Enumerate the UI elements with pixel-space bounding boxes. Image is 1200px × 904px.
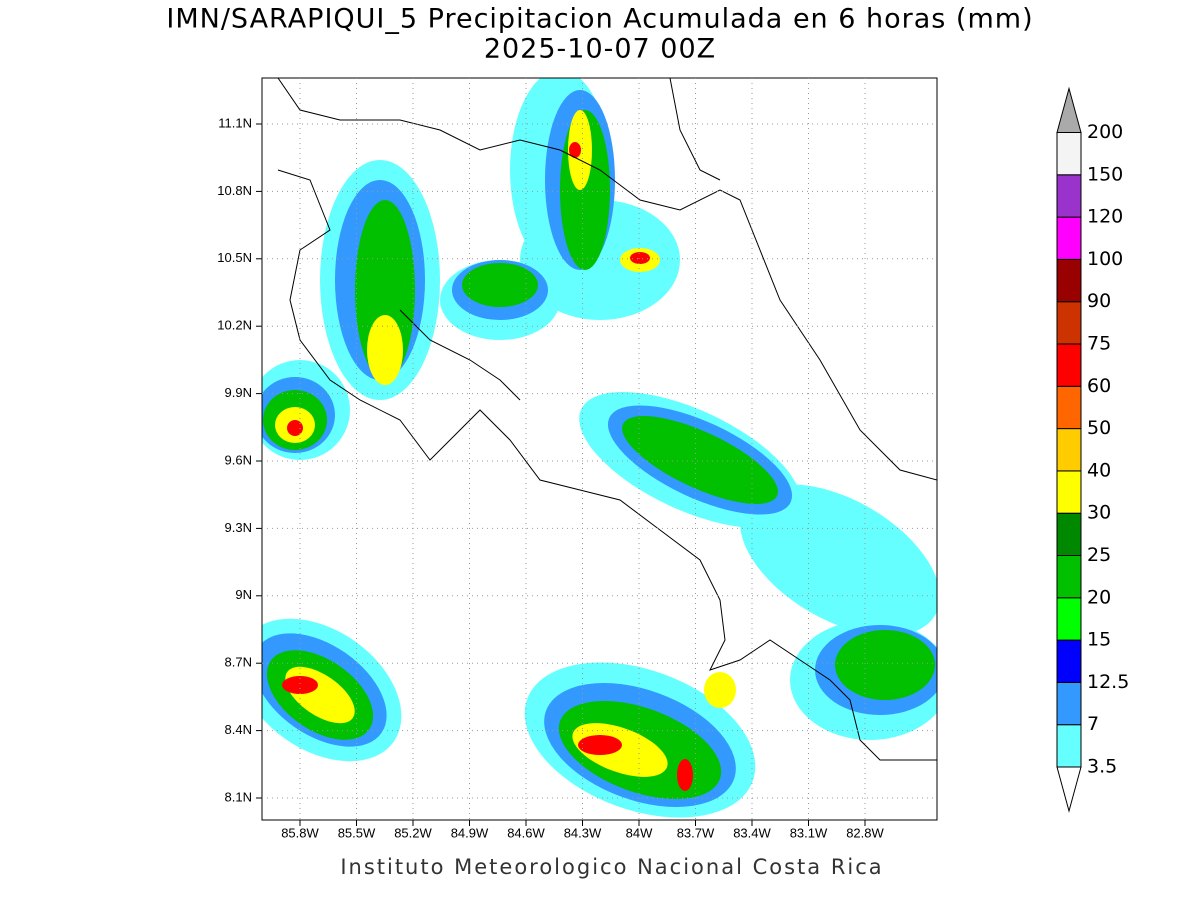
- colorbar-segment: [1056, 301, 1082, 345]
- map-frame: [261, 77, 938, 821]
- colorbar-segment: [1056, 132, 1082, 176]
- lon-label: 84W: [626, 825, 653, 840]
- colorbar-label: 100: [1087, 248, 1123, 270]
- colorbar-segment: [1056, 343, 1082, 387]
- lat-label: 9N: [235, 587, 252, 602]
- colorbar-segment: [1056, 639, 1082, 683]
- lat-label: 8.1N: [225, 789, 252, 804]
- colorbar-label: 20: [1087, 586, 1111, 608]
- lon-label: 84.3W: [564, 825, 602, 840]
- colorbar-label: 50: [1087, 417, 1111, 439]
- colorbar-label: 75: [1087, 333, 1111, 355]
- colorbar-segment: [1056, 216, 1082, 260]
- colorbar-segment: [1056, 597, 1082, 641]
- subtitle: 2025-10-07 00Z: [484, 34, 716, 65]
- colorbar-segment: [1056, 512, 1082, 557]
- lon-label: 83.1W: [790, 825, 828, 840]
- title: IMN/SARAPIQUI_5 Precipitacion Acumulada …: [166, 4, 1033, 35]
- lat-label: 10.8N: [217, 183, 252, 198]
- colorbar-segment: [1056, 555, 1082, 599]
- colorbar-label: 15: [1087, 629, 1111, 651]
- lon-label: 85.5W: [338, 825, 376, 840]
- colorbar-extend-bottom: [1056, 766, 1082, 813]
- lon-label: 82.8W: [846, 825, 884, 840]
- lon-label: 85.2W: [394, 825, 432, 840]
- lon-label: 84.6W: [507, 825, 545, 840]
- colorbar-segment: [1056, 470, 1082, 514]
- colorbar-label: 40: [1087, 459, 1111, 481]
- lon-label: 83.7W: [677, 825, 715, 840]
- coastlines: [277, 78, 937, 761]
- lon-label: 85.8W: [281, 825, 319, 840]
- colorbar-label: 12.5: [1087, 671, 1129, 693]
- colorbar-label: 60: [1087, 375, 1111, 397]
- lat-label: 10.5N: [217, 250, 252, 265]
- lon-label: 84.9W: [451, 825, 489, 840]
- precipitation-field: [262, 78, 937, 818]
- colorbar-segment: [1056, 681, 1082, 726]
- lat-label: 9.6N: [225, 452, 252, 467]
- colorbar-label: 150: [1087, 163, 1123, 185]
- colorbar-segment: [1056, 174, 1082, 218]
- colorbar-segment: [1056, 385, 1082, 430]
- colorbar-segment: [1056, 258, 1082, 303]
- colorbar-label: 25: [1087, 544, 1111, 566]
- lat-label: 11.1N: [218, 115, 252, 130]
- colorbar-label: 90: [1087, 290, 1111, 312]
- lat-label: 8.4N: [225, 722, 252, 737]
- lat-label: 8.7N: [225, 655, 252, 670]
- lon-label: 83.4W: [733, 825, 771, 840]
- colorbar-segment: [1056, 428, 1082, 472]
- colorbar-extend-top: [1056, 86, 1082, 133]
- lat-label: 9.9N: [225, 385, 252, 400]
- colorbar-label: 7: [1087, 713, 1099, 735]
- colorbar-label: 30: [1087, 502, 1111, 524]
- colorbar-label: 120: [1087, 206, 1123, 228]
- footer: Instituto Meteorologico Nacional Costa R…: [340, 855, 883, 879]
- colorbar-label: 3.5: [1087, 756, 1117, 778]
- lat-label: 10.2N: [217, 318, 252, 333]
- colorbar-label: 200: [1087, 121, 1123, 143]
- colorbar-segment: [1056, 724, 1082, 768]
- lat-label: 9.3N: [225, 520, 252, 535]
